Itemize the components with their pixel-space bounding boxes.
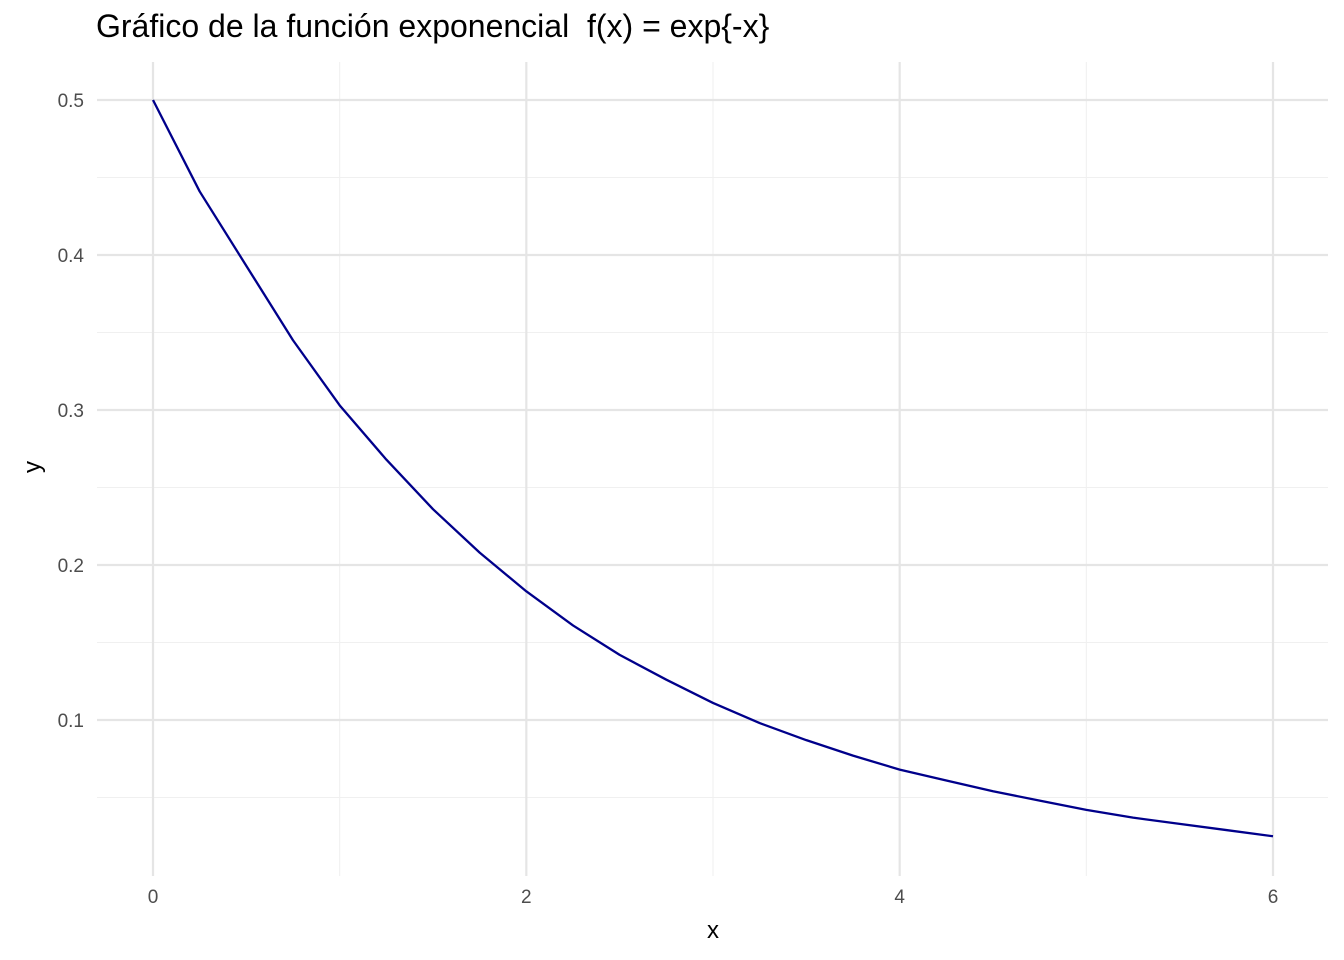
major-gridlines <box>97 62 1328 876</box>
x-axis-title: x <box>707 917 719 944</box>
series-line-0 <box>151 99 1274 838</box>
y-tick-label: 0.2 <box>58 556 84 577</box>
y-axis-title: y <box>19 461 46 473</box>
series-layer <box>151 99 1274 838</box>
chart-title: Gráfico de la función exponencial f(x) =… <box>96 8 770 44</box>
x-tick-label: 0 <box>148 887 159 908</box>
x-tick-label: 2 <box>521 887 532 908</box>
y-tick-label: 0.1 <box>58 711 84 732</box>
y-tick-label: 0.4 <box>58 246 85 267</box>
x-tick-label: 6 <box>1268 887 1279 908</box>
y-tick-label: 0.5 <box>58 91 84 112</box>
tick-labels: 0 2 4 6 0.1 0.2 0.3 0.4 0.5 <box>58 91 1279 908</box>
x-tick-label: 4 <box>894 887 905 908</box>
y-tick-label: 0.3 <box>58 401 84 422</box>
minor-gridlines <box>97 62 1328 876</box>
